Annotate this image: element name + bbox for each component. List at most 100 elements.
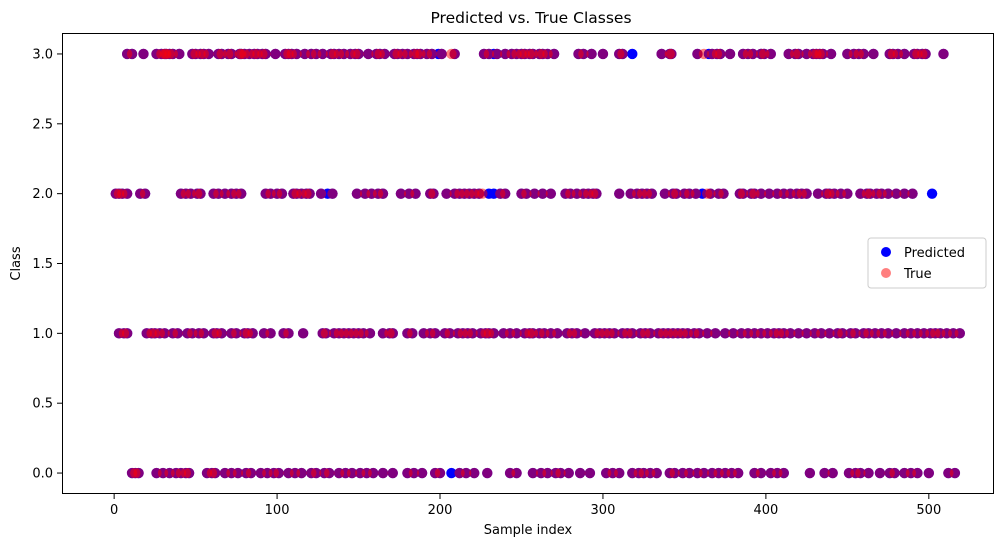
true-point [737, 188, 749, 199]
true-point [591, 188, 602, 199]
true-point [656, 48, 667, 60]
true-point [317, 48, 328, 60]
true-point [812, 188, 824, 199]
true-point [801, 188, 812, 199]
true-point [121, 188, 133, 199]
true-point [882, 328, 894, 339]
true-point [954, 328, 965, 339]
true-point [273, 467, 284, 479]
true-point [126, 48, 138, 60]
true-point [324, 467, 335, 479]
x-tick-label: 0 [110, 503, 118, 518]
true-point [226, 48, 237, 60]
true-point [825, 48, 837, 60]
true-point [584, 467, 596, 479]
true-point [159, 328, 170, 339]
y-tick-label: 2.5 [32, 117, 53, 132]
true-point [133, 467, 144, 479]
true-point [710, 328, 721, 339]
true-point [511, 467, 522, 479]
true-point [571, 328, 583, 339]
predicted-point [627, 48, 638, 60]
true-point [203, 48, 214, 60]
true-point [429, 328, 441, 339]
true-point [296, 467, 307, 479]
true-point [436, 48, 447, 60]
predicted-point [926, 188, 938, 199]
true-point [172, 328, 183, 339]
true-point [855, 467, 866, 479]
true-point [724, 48, 736, 60]
plot-area [62, 33, 994, 494]
true-point [817, 48, 829, 60]
legend-box [867, 237, 987, 289]
true-point [477, 188, 488, 199]
true-point [270, 48, 281, 60]
x-tick-label: 500 [916, 503, 941, 518]
true-point [793, 328, 804, 339]
true-point [728, 328, 739, 339]
true-point [548, 48, 560, 60]
true-point [377, 467, 389, 479]
true-point [816, 328, 827, 339]
predicted-point [446, 467, 457, 479]
true-point [899, 48, 910, 60]
true-point [529, 188, 540, 199]
axes-frame [62, 33, 994, 494]
true-point [597, 48, 609, 60]
true-point [434, 467, 446, 479]
true-point [666, 48, 677, 60]
true-point [428, 188, 439, 199]
true-point [671, 188, 682, 199]
true-point [527, 467, 539, 479]
true-point [801, 328, 812, 339]
true-point [387, 467, 398, 479]
data-points [110, 48, 965, 479]
true-point [121, 328, 133, 339]
true-point [627, 328, 638, 339]
y-tick-label: 0.0 [32, 467, 53, 482]
y-axis-label: Class [9, 246, 24, 280]
true-point [265, 328, 276, 339]
true-point [245, 467, 257, 479]
true-point [765, 48, 776, 60]
x-tick-label: 200 [428, 503, 453, 518]
true-point [874, 467, 886, 479]
true-point [545, 188, 557, 199]
true-point [882, 188, 894, 199]
true-point [555, 467, 566, 479]
true-point [469, 467, 480, 479]
true-point [408, 467, 420, 479]
true-point [684, 467, 695, 479]
true-point [719, 328, 731, 339]
true-point [542, 467, 553, 479]
true-point [387, 328, 398, 339]
true-point [579, 328, 591, 339]
true-point [747, 48, 759, 60]
true-point [236, 188, 247, 199]
true-point [715, 48, 726, 60]
true-point [537, 188, 548, 199]
true-point [669, 467, 680, 479]
true-point [586, 48, 597, 60]
true-point [467, 328, 478, 339]
true-point [938, 48, 949, 60]
true-point [850, 328, 861, 339]
true-point [416, 467, 428, 479]
true-point [363, 48, 374, 60]
legend: Predicted True [867, 237, 987, 289]
true-point [364, 328, 376, 339]
true-point [609, 328, 620, 339]
true-point [702, 328, 713, 339]
true-point [912, 467, 923, 479]
y-tick-label: 0.5 [32, 397, 53, 412]
true-point [837, 328, 848, 339]
true-point [705, 188, 716, 199]
true-point [804, 467, 816, 479]
x-axis-label: Sample index [484, 523, 573, 538]
true-point [646, 188, 658, 199]
true-point [368, 467, 379, 479]
true-point [868, 48, 879, 60]
true-point [949, 467, 961, 479]
true-point [283, 328, 294, 339]
